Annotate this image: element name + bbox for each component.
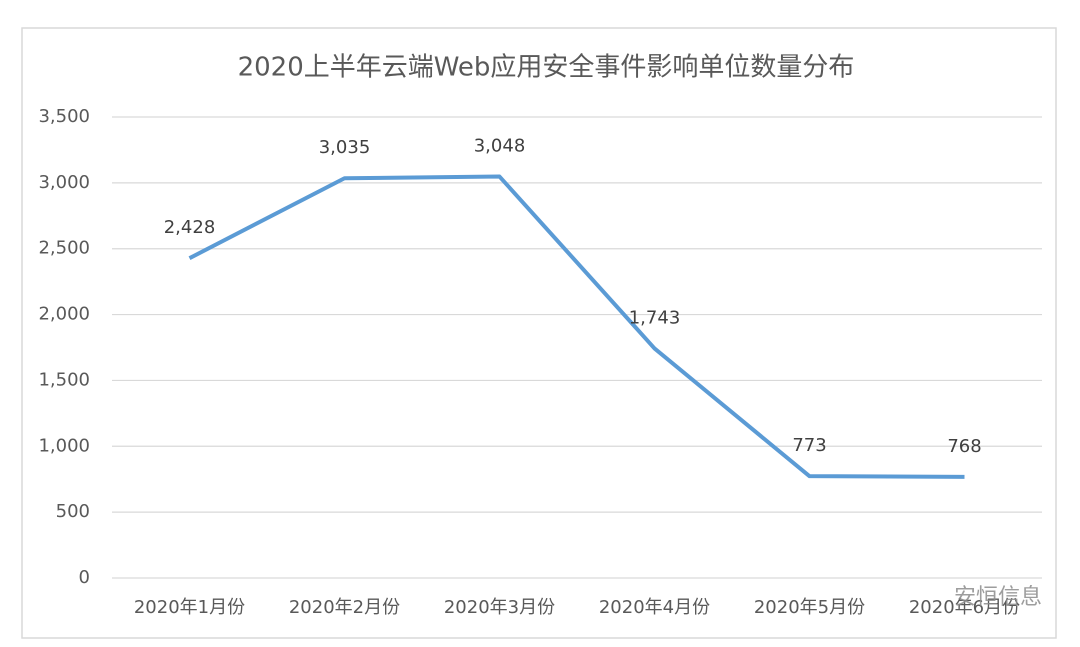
y-tick-label: 2,000 [38,304,90,325]
x-tick-label: 2020年6月份 [909,597,1020,618]
data-label: 768 [947,436,981,457]
data-line [188,174,965,479]
chart-title: 2020上半年云端Web应用安全事件影响单位数量分布 [238,53,855,83]
watermark: 安恒信息 [954,585,1042,610]
data-label: 1,743 [629,307,681,328]
x-tick-label: 2020年4月份 [599,597,710,618]
y-tick-label: 1,000 [38,435,90,456]
y-tick-label: 0 [79,567,90,588]
data-label: 3,048 [474,136,526,157]
y-tick-label: 3,500 [38,106,90,127]
y-tick-label: 2,500 [38,238,90,259]
data-label: 3,035 [319,137,371,158]
data-label: 2,428 [164,217,216,238]
chart-frame [21,27,1057,639]
x-tick-label: 2020年1月份 [134,597,245,618]
x-tick-label: 2020年2月份 [289,597,400,618]
y-tick-label: 1,500 [38,369,90,390]
x-tick-label: 2020年5月份 [754,597,865,618]
y-tick-label: 3,000 [38,172,90,193]
y-tick-label: 500 [56,501,90,522]
data-label: 773 [792,435,826,456]
x-tick-label: 2020年3月份 [444,597,555,618]
